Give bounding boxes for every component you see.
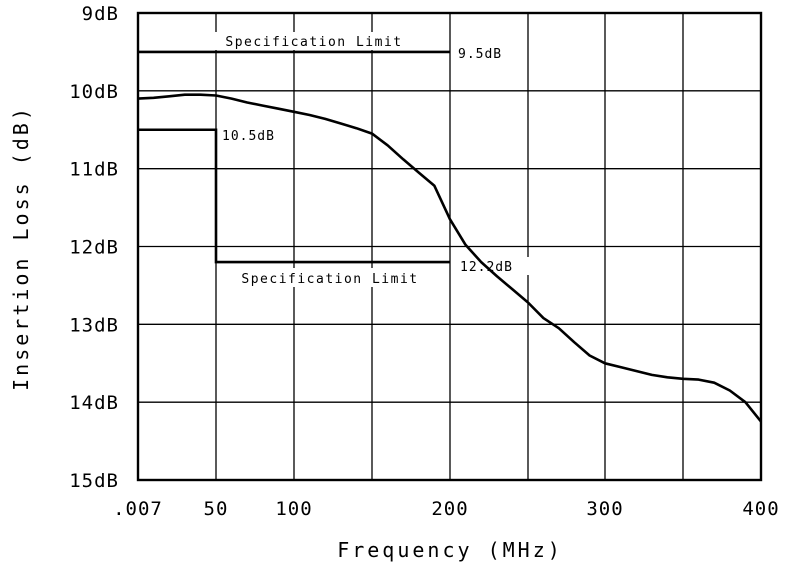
x-axis-title: Frequency (MHz): [337, 538, 563, 562]
mid-spec-limit-value: 10.5dB: [222, 129, 275, 144]
insertion-loss-curve: [137, 93, 763, 423]
x-tick-label: 100: [275, 498, 312, 520]
y-tick-labels: 9dB 10dB 11dB 12dB 13dB 14dB 15dB: [69, 3, 119, 492]
y-tick-label: 13dB: [69, 314, 119, 336]
x-tick-label: .007: [113, 498, 163, 520]
y-tick-label: 11dB: [69, 159, 119, 181]
lower-spec-limit-label: Specification Limit: [241, 272, 418, 287]
plot-frame: [136, 11, 763, 482]
y-tick-label: 12dB: [69, 237, 119, 259]
upper-spec-limit-value: 9.5dB: [458, 47, 502, 62]
x-tick-labels: .007 50 100 200 300 400: [113, 498, 779, 520]
lower-spec-limit-value-bg: [455, 257, 531, 275]
upper-spec-limit-label: Specification Limit: [225, 35, 402, 50]
y-tick-label: 14dB: [69, 392, 119, 414]
upper-spec-limit-value-bg: [452, 45, 522, 62]
x-tick-label: 300: [586, 498, 623, 520]
y-tick-label: 10dB: [69, 81, 119, 103]
upper-spec-limit-label-bg: [190, 32, 438, 50]
plot-border: [136, 11, 763, 482]
x-tick-label: 400: [742, 498, 779, 520]
lower-spec-limit-line: [138, 128, 450, 264]
x-tick-label: 50: [204, 498, 229, 520]
y-tick-label: 9dB: [82, 3, 119, 25]
series-layer: [137, 93, 763, 423]
grid: [138, 13, 761, 480]
y-axis-title: Insertion Loss (dB): [9, 105, 33, 391]
x-tick-label: 200: [431, 498, 468, 520]
y-tick-label: 15dB: [69, 470, 119, 492]
lower-spec-limit-label-bg: [218, 268, 444, 287]
specification-limits: Specification Limit 9.5dB 10.5dB Specificat…: [138, 32, 531, 287]
